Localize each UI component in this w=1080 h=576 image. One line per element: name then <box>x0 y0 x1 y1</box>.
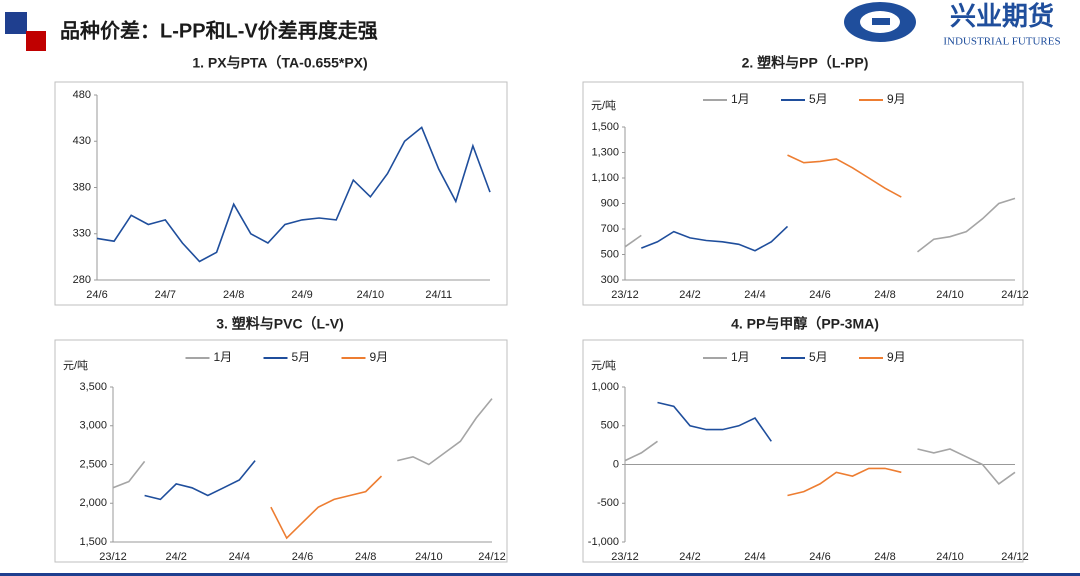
unit-label: 元/吨 <box>591 359 616 372</box>
y-tick-label: 300 <box>601 274 619 286</box>
series-line <box>641 225 789 252</box>
chart-title: 2. 塑料与PP（L-PP) <box>742 55 869 71</box>
legend-label: 9月 <box>370 350 389 364</box>
x-tick-label: 24/12 <box>1001 551 1029 563</box>
y-tick-label: 1,500 <box>79 536 107 548</box>
y-tick-label: 0 <box>613 458 619 470</box>
x-tick-label: 24/6 <box>86 289 107 301</box>
series-line <box>624 440 1016 485</box>
y-tick-label: 3,000 <box>79 420 107 432</box>
slide-title: 品种价差：L-PP和L-V价差再度走强 <box>60 18 378 42</box>
y-tick-label: 1,000 <box>591 381 619 393</box>
x-tick-label: 24/10 <box>415 551 443 563</box>
y-tick-label: 500 <box>601 420 619 432</box>
series-line <box>657 401 772 442</box>
chart-frame <box>54 339 508 563</box>
x-tick-label: 24/6 <box>809 551 830 563</box>
logo-mark <box>872 18 890 25</box>
legend-label: 9月 <box>887 350 906 364</box>
y-tick-label: 1,500 <box>591 121 619 133</box>
x-tick-label: 24/8 <box>355 551 376 563</box>
series-line <box>624 197 1016 253</box>
legend-label: 1月 <box>731 92 750 106</box>
legend-label: 9月 <box>887 92 906 106</box>
x-tick-label: 24/7 <box>155 289 176 301</box>
y-tick-label: 900 <box>601 197 619 209</box>
y-tick-label: -500 <box>597 497 619 509</box>
logo: 兴业期货 INDUSTRIAL FUTURES <box>844 1 1061 48</box>
chart-title: 3. 塑料与PVC（L-V) <box>216 316 344 332</box>
x-tick-label: 24/4 <box>229 551 250 563</box>
x-tick-label: 23/12 <box>611 551 639 563</box>
x-tick-label: 24/2 <box>679 289 700 301</box>
x-tick-label: 24/12 <box>1001 289 1029 301</box>
series-line <box>144 460 256 501</box>
legend-label: 1月 <box>731 350 750 364</box>
unit-label: 元/吨 <box>63 359 88 372</box>
chart-title: 4. PP与甲醇（PP-3MA) <box>731 316 879 332</box>
logo-text: 兴业期货 <box>950 1 1054 31</box>
y-tick-label: 380 <box>73 181 91 193</box>
y-tick-label: 2,000 <box>79 497 107 509</box>
x-tick-label: 24/9 <box>291 289 312 301</box>
legend-label: 5月 <box>809 350 828 364</box>
chart-frame <box>54 81 508 306</box>
series-line <box>270 475 383 540</box>
title-icon <box>26 31 46 51</box>
x-tick-label: 23/12 <box>99 551 127 563</box>
x-tick-label: 24/8 <box>223 289 244 301</box>
series-line <box>96 126 491 263</box>
y-tick-label: 480 <box>73 89 91 101</box>
y-tick-label: 1,300 <box>591 146 619 158</box>
x-tick-label: 24/11 <box>425 289 452 301</box>
y-tick-label: 430 <box>73 135 91 147</box>
series-line <box>112 398 493 489</box>
y-tick-label: 330 <box>73 228 91 240</box>
y-tick-label: 280 <box>73 274 91 286</box>
y-tick-label: 2,500 <box>79 458 107 470</box>
unit-label: 元/吨 <box>591 99 616 112</box>
x-tick-label: 24/8 <box>874 551 895 563</box>
x-tick-label: 24/2 <box>679 551 700 563</box>
legend-label: 5月 <box>809 92 828 106</box>
legend-label: 5月 <box>292 350 311 364</box>
chart-frame <box>582 339 1024 563</box>
y-tick-label: 3,500 <box>79 381 107 393</box>
x-tick-label: 23/12 <box>611 289 639 301</box>
series-line <box>787 154 902 198</box>
x-tick-label: 24/10 <box>357 289 385 301</box>
y-tick-label: -1,000 <box>588 536 619 548</box>
title-icon <box>5 12 27 34</box>
x-tick-label: 24/2 <box>165 551 186 563</box>
x-tick-label: 24/12 <box>478 551 506 563</box>
y-tick-label: 1,100 <box>591 172 619 184</box>
x-tick-label: 24/6 <box>292 551 313 563</box>
chart-frame <box>582 81 1024 306</box>
logo-subtext: INDUSTRIAL FUTURES <box>943 36 1060 48</box>
x-tick-label: 24/4 <box>744 551 765 563</box>
x-tick-label: 24/8 <box>874 289 895 301</box>
footer-bar <box>0 573 1080 576</box>
y-tick-label: 700 <box>601 223 619 235</box>
x-tick-label: 24/10 <box>936 551 964 563</box>
series-line <box>787 467 902 497</box>
y-tick-label: 500 <box>601 248 619 260</box>
chart-title: 1. PX与PTA（TA-0.655*PX) <box>192 55 367 71</box>
legend-label: 1月 <box>214 350 233 364</box>
x-tick-label: 24/4 <box>744 289 765 301</box>
x-tick-label: 24/6 <box>809 289 830 301</box>
x-tick-label: 24/10 <box>936 289 964 301</box>
